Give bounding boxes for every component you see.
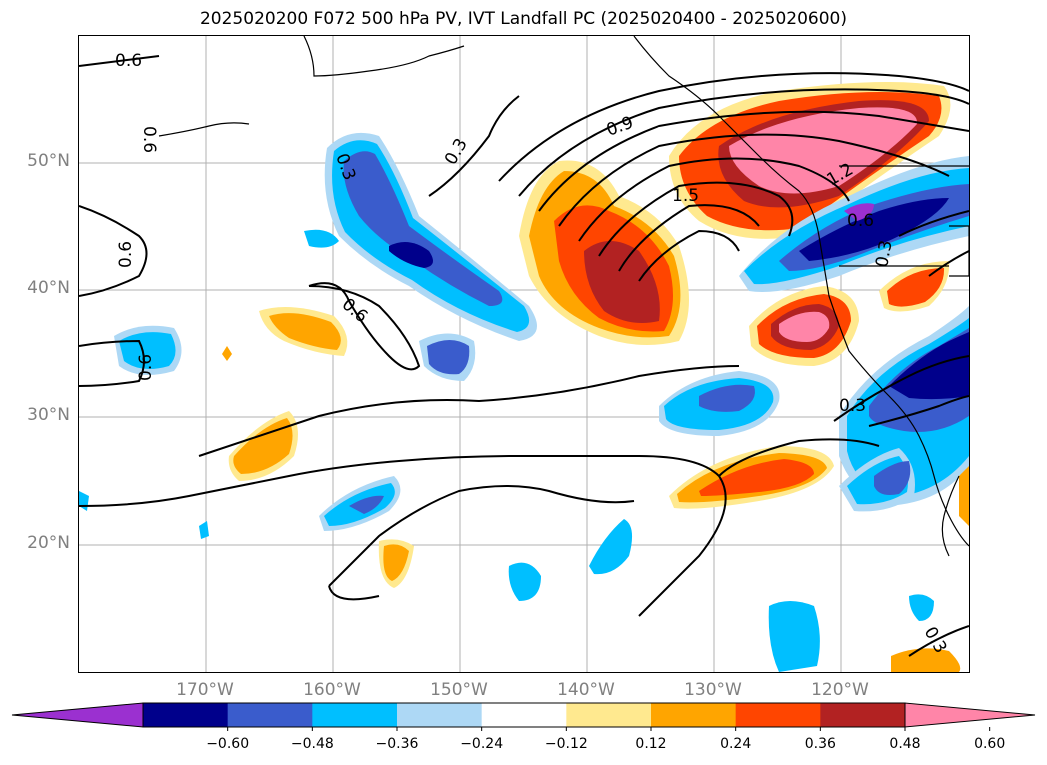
colorbar-cells <box>11 702 1036 731</box>
colorbar-cell <box>312 703 398 727</box>
colorbar-cell <box>566 703 652 727</box>
colorbar-cell <box>651 703 737 727</box>
colorbar-tick-label: −0.48 <box>290 736 334 752</box>
contour-label: 1.5 <box>672 186 699 206</box>
lat-label-20n: 20°N <box>27 533 70 553</box>
map-panel: 0.6 0.3 0.6 0.6 0.6 0.9 1.5 1.2 0.6 0.3 … <box>78 35 970 673</box>
colorbar-tick-label: −0.60 <box>206 736 250 752</box>
contour-label: 0.3 <box>839 396 866 416</box>
colorbar-tick-label: −0.24 <box>460 736 504 752</box>
colorbar-cell <box>227 703 313 727</box>
colorbar-tick-label: 0.48 <box>889 736 921 752</box>
colorbar-tick-label: 0.12 <box>635 736 667 752</box>
lon-label-170w: 170°W <box>176 680 234 700</box>
contour-label: 0.6 <box>116 241 136 268</box>
contour-label: 0.3 <box>872 239 896 269</box>
contour-label: 0.6 <box>136 354 156 381</box>
colorbar-tick-label: 0.36 <box>804 736 836 752</box>
colorbar-cell <box>820 703 906 727</box>
map-canvas: 0.6 0.3 0.6 0.6 0.6 0.9 1.5 1.2 0.6 0.3 … <box>79 36 969 672</box>
contour-label: 0.6 <box>847 211 874 231</box>
coastlines <box>158 36 969 557</box>
lat-label-40n: 40°N <box>27 278 70 298</box>
colorbar-tick-label: −0.12 <box>544 736 588 752</box>
lat-label-50n: 50°N <box>27 151 70 171</box>
colorbar-extend-high <box>904 702 1036 728</box>
pv-shading <box>79 82 969 672</box>
lon-label-150w: 150°W <box>430 680 488 700</box>
colorbar-tick-label: 0.60 <box>974 736 1006 752</box>
map-title: 2025020200 F072 500 hPa PV, IVT Landfall… <box>199 9 847 29</box>
colorbar-cell <box>397 703 483 727</box>
colorbar-cell <box>735 703 821 727</box>
lon-label-160w: 160°W <box>303 680 361 700</box>
colorbar-cell <box>481 703 567 727</box>
pv-contours <box>79 55 969 657</box>
lat-label-30n: 30°N <box>27 405 70 425</box>
colorbar-cell <box>143 703 229 727</box>
lon-label-140w: 140°W <box>557 680 615 700</box>
colorbar-outline <box>142 702 906 728</box>
colorbar-tick-label: −0.36 <box>375 736 419 752</box>
colorbar-extend-low <box>11 702 144 728</box>
lon-label-120w: 120°W <box>811 680 869 700</box>
lon-label-130w: 130°W <box>684 680 742 700</box>
contour-label: 0.6 <box>139 126 159 153</box>
colorbar-tick-label: 0.24 <box>720 736 752 752</box>
contour-label: 0.6 <box>115 51 142 71</box>
